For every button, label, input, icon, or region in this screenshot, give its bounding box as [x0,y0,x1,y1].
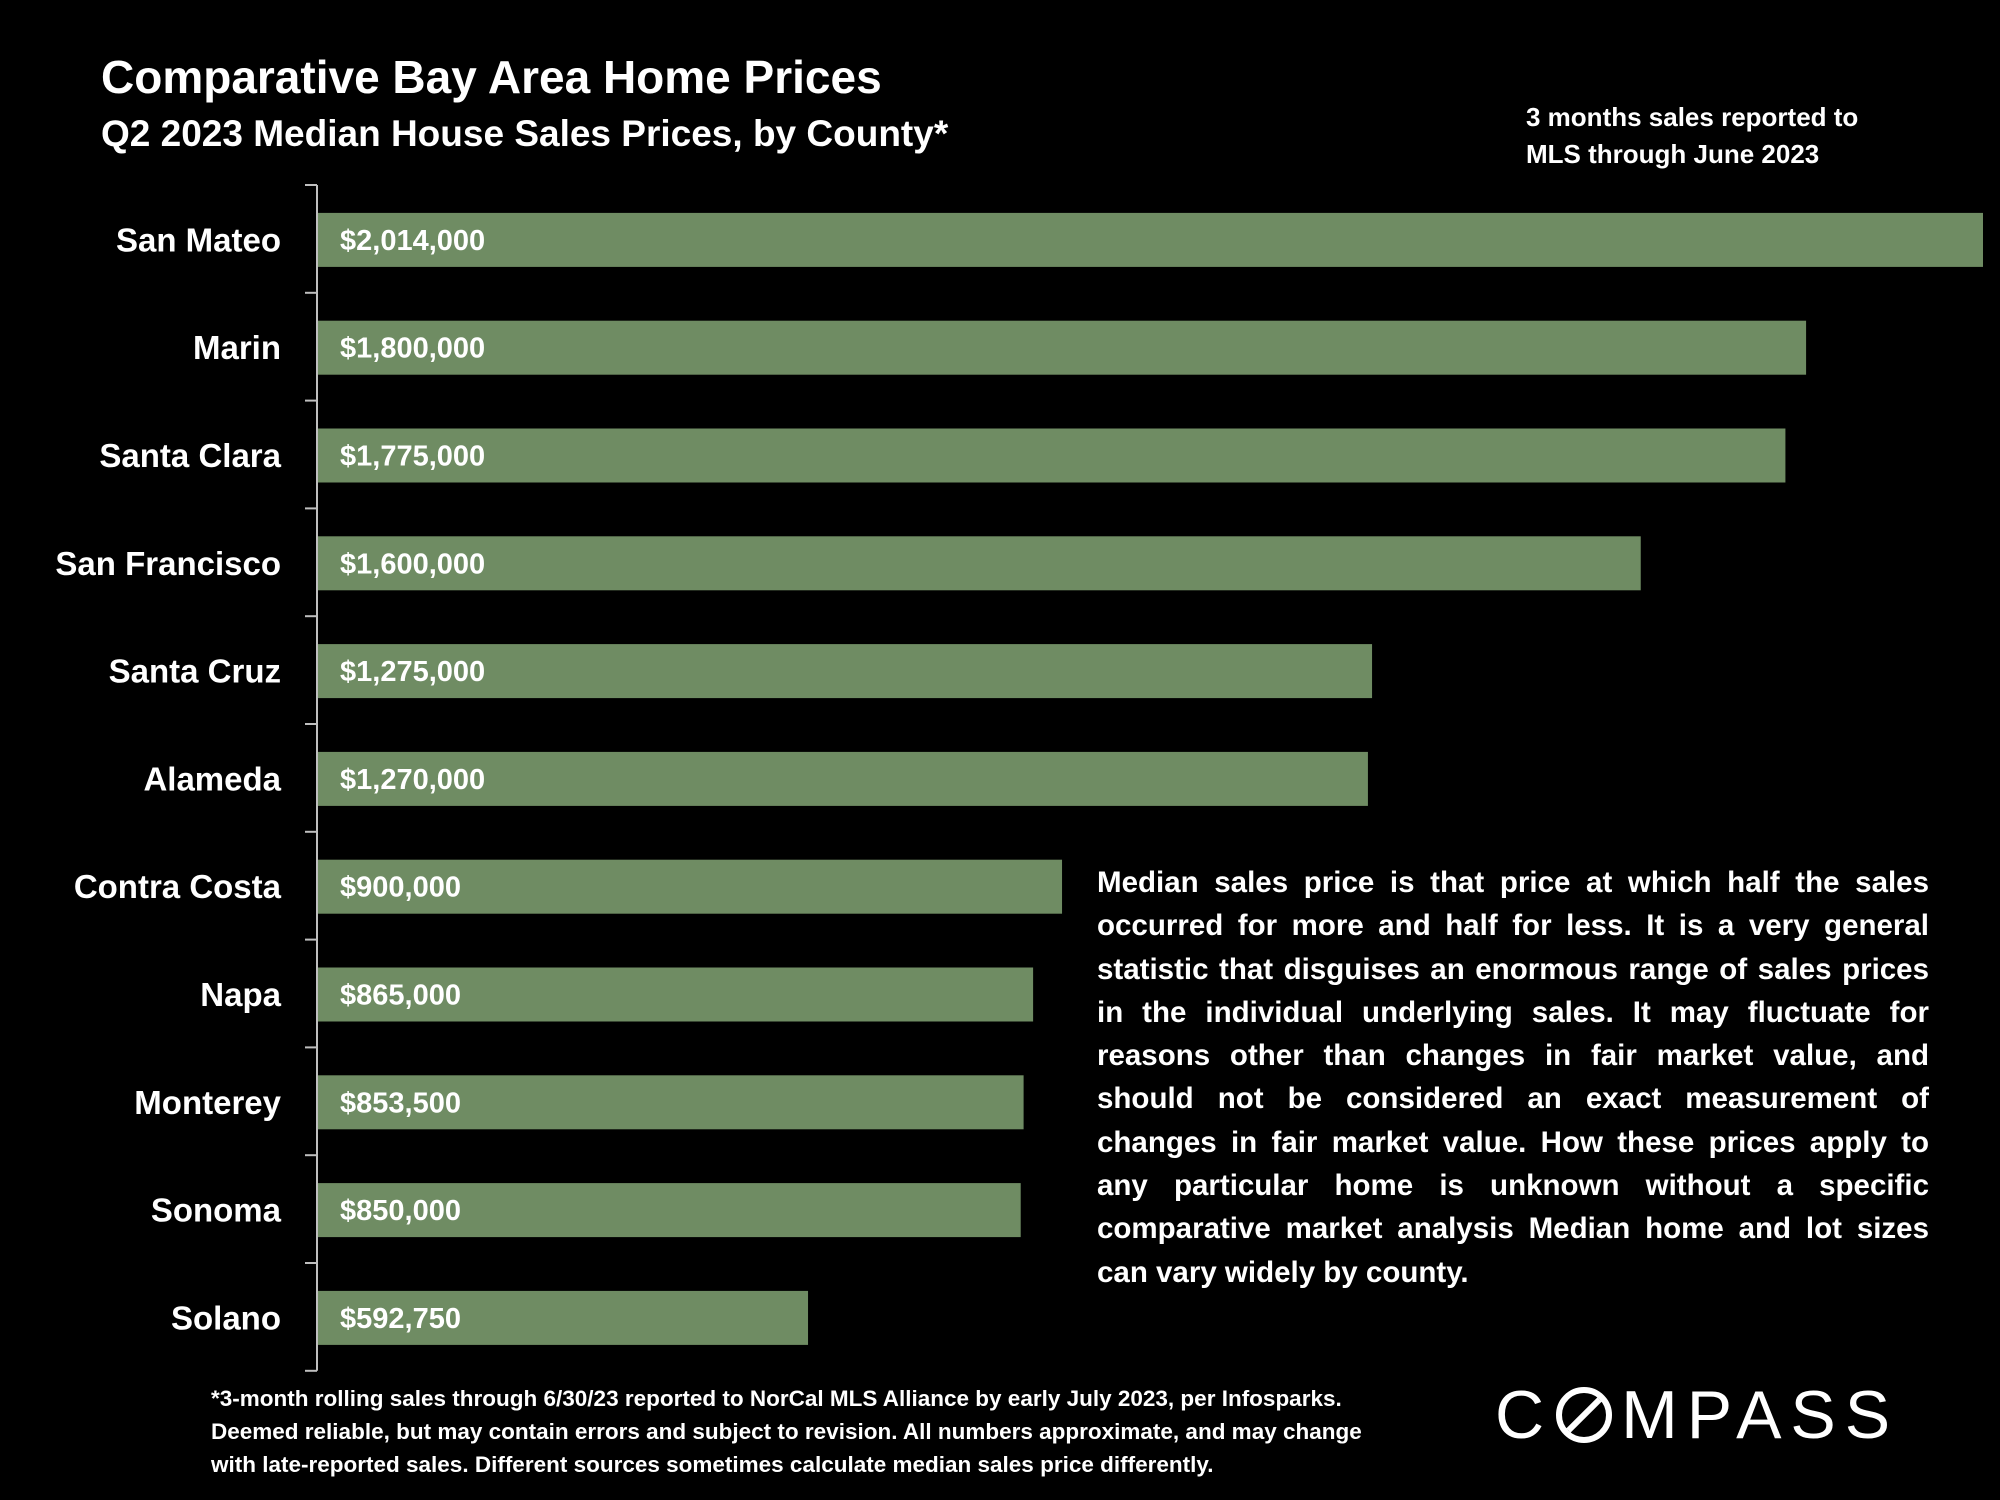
bar [318,1075,1024,1130]
category-label: Marin [193,329,281,366]
data-label: $853,500 [340,1087,461,1119]
bar [318,1290,809,1345]
bar [318,751,1368,806]
bar [318,536,1641,591]
bar [318,967,1034,1022]
bar [318,212,1983,267]
reporting-note-line: MLS through June 2023 [1526,139,1820,169]
bar [318,1183,1021,1238]
footnote-line: with late-reported sales. Different sour… [211,1452,1214,1477]
bar [318,859,1063,914]
category-label: Sonoma [151,1192,282,1229]
bar [318,320,1807,375]
compass-o-icon [1556,1387,1613,1443]
category-label: Santa Clara [99,437,281,474]
data-label: $850,000 [340,1195,461,1227]
category-label: Santa Cruz [109,653,281,690]
bar [318,428,1786,483]
data-label: $1,775,000 [340,441,485,473]
category-label: San Francisco [55,545,281,582]
category-label: Solano [171,1299,281,1336]
reporting-note: 3 months sales reported to MLS through J… [1526,99,1966,173]
category-label: Monterey [134,1084,281,1121]
category-label: San Mateo [116,221,281,258]
bar-chart: San Mateo Marin Santa Clara San Francisco Sa… [55,184,1983,1372]
data-label: $1,270,000 [340,764,485,796]
category-label: Napa [200,976,281,1013]
footnote-line: *3-month rolling sales through 6/30/23 r… [211,1386,1342,1411]
data-label: $1,275,000 [340,656,485,688]
data-label: $900,000 [340,872,461,904]
logo-text-start: C [1495,1377,1554,1453]
category-axis: San Mateo Marin Santa Clara San Francisco Sa… [55,184,318,1372]
data-label: $865,000 [340,980,461,1012]
footnote-line: Deemed reliable, but may contain errors … [211,1419,1362,1444]
chart-subtitle: Q2 2023 Median House Sales Prices, by Co… [101,113,949,154]
data-label: $592,750 [340,1303,461,1335]
logo-text-end: MPASS [1621,1377,1900,1453]
reporting-note-line: 3 months sales reported to [1526,102,1859,132]
data-label: $1,800,000 [340,333,485,365]
chart-title: Comparative Bay Area Home Prices [101,51,882,103]
data-label: $2,014,000 [340,225,485,257]
bar [318,644,1373,699]
compass-logo: C MPASS [1495,1377,1899,1453]
bars: $2,014,000 $1,800,000 $1,775,000 $1,600,000… [318,212,1983,1345]
category-label: Contra Costa [74,868,282,905]
median-explanation: Median sales price is that price at whic… [1097,866,1929,1289]
data-label: $1,600,000 [340,548,485,580]
category-label: Alameda [143,760,281,797]
footnote: *3-month rolling sales through 6/30/23 r… [211,1382,1471,1481]
